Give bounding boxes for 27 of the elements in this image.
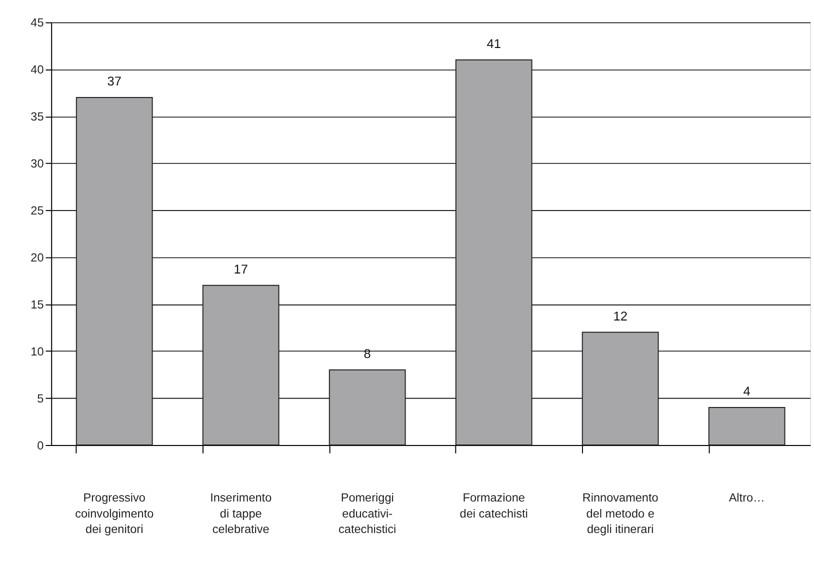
y-tick-label: 5 bbox=[37, 392, 44, 406]
y-tick-label: 30 bbox=[30, 158, 44, 171]
bar bbox=[76, 96, 153, 446]
y-tick-label: 15 bbox=[30, 298, 44, 312]
x-tick-label: Pomeriggi educativi- catechistici bbox=[338, 492, 396, 536]
y-tick-label: 0 bbox=[37, 439, 44, 452]
bar bbox=[328, 369, 406, 446]
y-tick-label: 25 bbox=[30, 204, 44, 218]
x-tick-label: Inserimento di tappe celebrative bbox=[210, 492, 272, 536]
data-label: 4 bbox=[743, 384, 750, 399]
data-label: 12 bbox=[613, 308, 628, 324]
bar bbox=[202, 284, 280, 446]
x-tick-label: Rinnovamento del metodo e degli itinerari bbox=[582, 492, 659, 536]
y-tick-label: 45 bbox=[30, 16, 44, 30]
bar bbox=[582, 332, 659, 446]
x-tick-label: Progressivo coinvolgimento dei genitori bbox=[75, 492, 154, 536]
bar bbox=[455, 59, 532, 446]
data-label: 37 bbox=[107, 74, 122, 89]
x-tick-label: Formazione dei catechisti bbox=[460, 492, 528, 520]
y-tick-label: 20 bbox=[30, 252, 44, 265]
y-tick-label: 35 bbox=[30, 110, 44, 124]
bar bbox=[708, 406, 786, 446]
y-tick-label: 10 bbox=[30, 346, 44, 359]
y-tick-label: 40 bbox=[30, 64, 44, 77]
data-label: 17 bbox=[234, 262, 248, 277]
x-tick-label: Altro… bbox=[728, 492, 765, 505]
data-label: 41 bbox=[486, 36, 501, 52]
